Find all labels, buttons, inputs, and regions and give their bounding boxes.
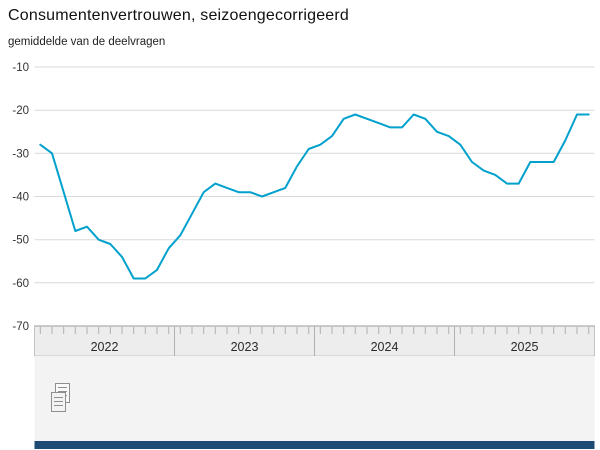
page-title: Consumentenvertrouwen, seizoengecorrigee…: [8, 7, 350, 24]
x-axis-year-label: 2024: [371, 340, 399, 354]
y-axis-label: -10: [12, 62, 29, 74]
download-data-icon: [51, 383, 70, 412]
bottom-brand-bar: [34, 441, 595, 449]
y-axis-label: -70: [12, 321, 29, 333]
y-axis-label: -50: [12, 235, 29, 247]
y-axis-label: -30: [12, 148, 29, 160]
confidence-line-series: [39, 113, 590, 280]
y-axis-label: -60: [12, 278, 29, 290]
footer-area: [34, 356, 595, 441]
y-axis-label: -20: [12, 105, 29, 117]
x-axis-year-label: 2023: [231, 340, 259, 354]
y-axis-label: -40: [12, 192, 29, 204]
page-subtitle: gemiddelde van de deelvragen: [8, 36, 166, 48]
x-axis-year-label: 2025: [511, 340, 539, 354]
x-axis-year-label: 2022: [91, 340, 119, 354]
download-data-button[interactable]: [50, 383, 76, 413]
